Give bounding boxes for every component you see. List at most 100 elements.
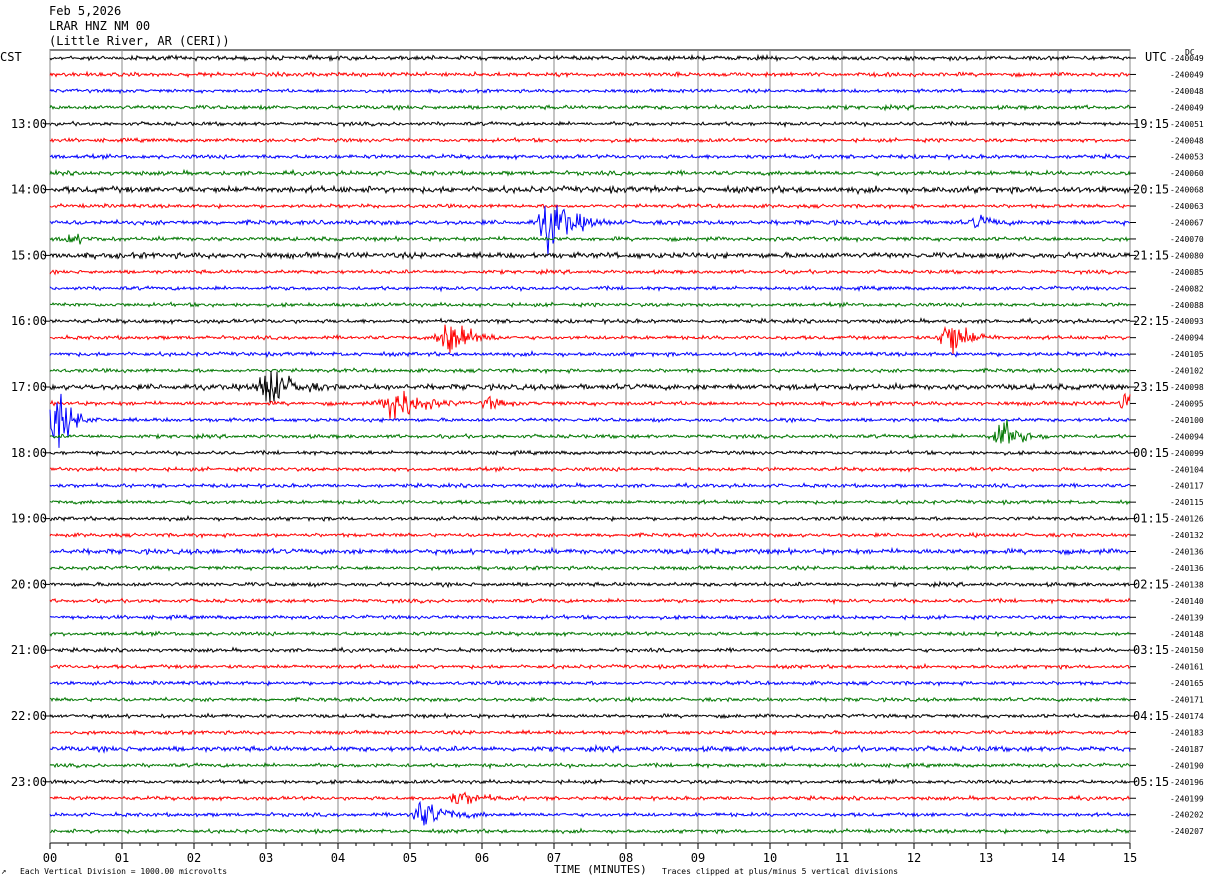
- trace-line: [49, 233, 1131, 245]
- dc-offset-label: -240060: [1170, 169, 1204, 178]
- trace-line: [49, 371, 1131, 403]
- dc-offset-label: -240070: [1170, 235, 1204, 244]
- x-tick-label: 05: [403, 851, 417, 865]
- dc-offset-label: -240136: [1170, 548, 1204, 557]
- x-tick-label: 08: [619, 851, 633, 865]
- trace-line: [49, 419, 1131, 444]
- trace-line: [49, 284, 1131, 293]
- dc-offset-label: -240117: [1170, 482, 1204, 491]
- x-tick-label: 11: [835, 851, 849, 865]
- trace-line: [49, 449, 1131, 457]
- dc-offset-label: -240049: [1170, 103, 1204, 112]
- x-tick-label: 01: [115, 851, 129, 865]
- dc-offset-label: -240105: [1170, 350, 1204, 359]
- trace-line: [49, 390, 1131, 420]
- trace-line: [49, 250, 1131, 261]
- trace-line: [49, 531, 1131, 539]
- dc-offset-label: -240049: [1170, 70, 1204, 79]
- x-tick-label: 15: [1123, 851, 1137, 865]
- dc-offset-label: -240085: [1170, 268, 1204, 277]
- dc-offset-label: -240100: [1170, 416, 1204, 425]
- dc-offset-label: -240093: [1170, 317, 1204, 326]
- trace-line: [49, 301, 1131, 309]
- seismic-traces: [49, 53, 1131, 835]
- station-label: LRAR HNZ NM 00: [49, 19, 151, 33]
- trace-line: [49, 778, 1131, 786]
- trace-line: [49, 597, 1131, 606]
- trace-line: [49, 350, 1131, 359]
- x-tick-label: 12: [907, 851, 921, 865]
- trace-line: [50, 743, 1131, 754]
- trace-line: [49, 662, 1131, 671]
- grid-lines: [44, 49, 1136, 849]
- dc-offset-label: -240067: [1170, 219, 1204, 228]
- left-hour-label: 14:00: [11, 183, 47, 197]
- dc-offset-label: -240148: [1170, 630, 1204, 639]
- dc-offset-label: -240063: [1170, 202, 1204, 211]
- dc-offset-label: -240171: [1170, 696, 1204, 705]
- trace-line: [49, 580, 1131, 589]
- dc-offset-label: -240098: [1170, 383, 1204, 392]
- date-label: Feb 5,2026: [49, 4, 122, 18]
- trace-line: [49, 152, 1131, 161]
- dc-offset-label: -240199: [1170, 794, 1204, 803]
- dc-offset-label: -240139: [1170, 613, 1204, 622]
- trace-line: [49, 136, 1131, 144]
- trace-line: [49, 87, 1131, 95]
- right-hour-label: 01:15: [1133, 512, 1169, 526]
- trace-line: [49, 393, 1131, 448]
- corner-mark: ↗: [1, 867, 7, 877]
- x-tick-label: 02: [187, 851, 201, 865]
- dc-offset-label: -240196: [1170, 778, 1204, 787]
- trace-line: [49, 800, 1131, 826]
- trace-line: [49, 646, 1131, 654]
- x-tick-label: 04: [331, 851, 345, 865]
- left-hour-label: 22:00: [11, 709, 47, 723]
- dc-offset-label: -240161: [1170, 663, 1204, 672]
- right-hour-label: 03:15: [1133, 643, 1169, 657]
- dc-offset-label: -240080: [1170, 251, 1204, 260]
- dc-offset-label: -240136: [1170, 564, 1204, 573]
- dc-offset-label: -240190: [1170, 761, 1204, 770]
- trace-line: [49, 696, 1131, 703]
- x-tick-label: 10: [763, 851, 777, 865]
- trace-line: [49, 103, 1131, 112]
- x-tick-label: 00: [43, 851, 57, 865]
- dc-offset-label: -240099: [1170, 449, 1204, 458]
- dc-offset-label: -240051: [1170, 120, 1204, 129]
- trace-line: [49, 712, 1131, 720]
- dc-offset-label: -240102: [1170, 367, 1204, 376]
- dc-offset-label: -240094: [1170, 432, 1204, 441]
- dc-offset-label: -240140: [1170, 597, 1204, 606]
- left-hour-label: 16:00: [11, 314, 47, 328]
- right-hour-label: 20:15: [1133, 183, 1169, 197]
- trace-line: [49, 498, 1131, 506]
- dc-offset-label: -240049: [1170, 54, 1204, 63]
- dc-offset-label: -240138: [1170, 580, 1204, 589]
- left-hour-label: 20:00: [11, 577, 47, 591]
- left-hour-label: 15:00: [11, 248, 47, 262]
- dc-offset-label: -240150: [1170, 646, 1204, 655]
- right-hour-label: 00:15: [1133, 446, 1169, 460]
- trace-line: [49, 268, 1130, 276]
- left-hour-label: 21:00: [11, 643, 47, 657]
- right-hour-label: 23:15: [1133, 380, 1169, 394]
- trace-line: [49, 791, 1131, 805]
- left-hour-label: 23:00: [11, 775, 47, 789]
- dc-offset-label: -240094: [1170, 334, 1204, 343]
- right-hour-label: 02:15: [1133, 577, 1169, 591]
- left-hour-label: 17:00: [11, 380, 47, 394]
- right-hour-label: 21:15: [1133, 248, 1169, 262]
- x-tick-label: 13: [979, 851, 993, 865]
- trace-line: [49, 481, 1131, 490]
- x-tick-label: 07: [547, 851, 561, 865]
- x-tick-label: 03: [259, 851, 273, 865]
- clip-note: Traces clipped at plus/minus 5 vertical …: [662, 867, 899, 876]
- dc-offset-label: -240104: [1170, 465, 1204, 474]
- dc-offset-label: -240174: [1170, 712, 1204, 721]
- x-tick-label: 14: [1051, 851, 1065, 865]
- trace-line: [49, 317, 1131, 326]
- dc-offset-label: -240088: [1170, 301, 1204, 310]
- plot-frame: [49, 49, 1131, 844]
